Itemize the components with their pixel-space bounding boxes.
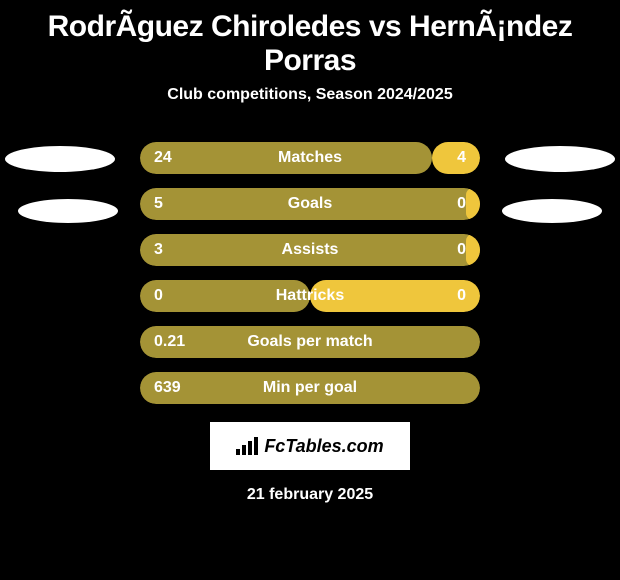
player-left-ellipse-1 [5, 146, 115, 172]
player-left-ellipse-2 [18, 199, 118, 223]
stat-row: 5Goals0 [140, 188, 480, 220]
stat-value-right: 0 [457, 287, 466, 305]
stat-label: Goals [140, 195, 480, 213]
stat-label: Goals per match [140, 333, 480, 351]
stats-container: 24Matches45Goals03Assists00Hattricks00.2… [140, 124, 480, 404]
stat-value-right: 4 [457, 149, 466, 167]
subtitle: Club competitions, Season 2024/2025 [0, 86, 620, 124]
stat-row: 0Hattricks0 [140, 280, 480, 312]
player-right-ellipse-2 [502, 199, 602, 223]
stat-row: 3Assists0 [140, 234, 480, 266]
logo-box: FcTables.com [210, 422, 410, 470]
stat-label: Hattricks [140, 287, 480, 305]
stat-label: Min per goal [140, 379, 480, 397]
stat-label: Assists [140, 241, 480, 259]
stat-value-right: 0 [457, 241, 466, 259]
stat-row: 24Matches4 [140, 142, 480, 174]
stat-row: 639Min per goal [140, 372, 480, 404]
stat-row: 0.21Goals per match [140, 326, 480, 358]
content-area: 24Matches45Goals03Assists00Hattricks00.2… [0, 124, 620, 504]
stat-label: Matches [140, 149, 480, 167]
date-text: 21 february 2025 [0, 486, 620, 504]
page-title: RodrÃ­guez Chiroledes vs HernÃ¡ndez Porr… [0, 0, 620, 86]
chart-icon [236, 437, 258, 455]
stat-value-right: 0 [457, 195, 466, 213]
player-right-ellipse-1 [505, 146, 615, 172]
logo-text: FcTables.com [264, 436, 383, 457]
